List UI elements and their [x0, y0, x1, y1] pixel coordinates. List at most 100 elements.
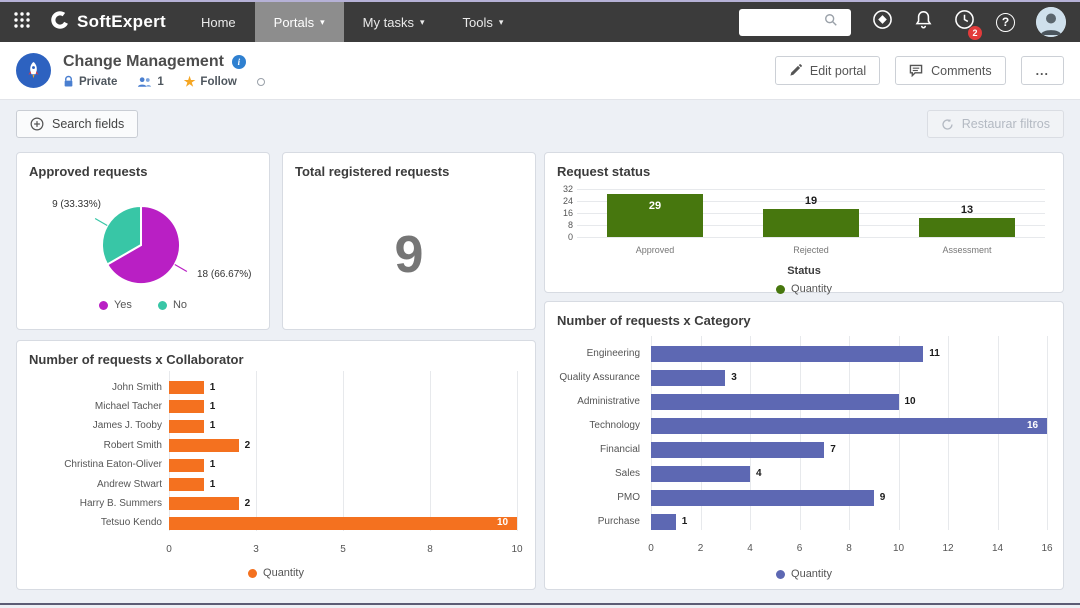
menu-label: Tools — [462, 14, 493, 30]
pie-callout-no: 9 (33.33%) — [52, 199, 101, 210]
pie-svg — [94, 204, 188, 285]
bar-3 — [651, 418, 1047, 434]
y-tick-label: 8 — [567, 220, 573, 230]
menu-item-portals[interactable]: Portals ▾ — [254, 2, 344, 42]
x-tick-label: 3 — [253, 544, 259, 555]
pending-tasks-button[interactable]: 2 — [954, 9, 982, 40]
search-fields-button[interactable]: Search fields — [16, 110, 139, 138]
restore-filters-label: Restaurar filtros — [961, 117, 1050, 131]
status-dot-icon — [256, 77, 265, 86]
x-tick-label: 0 — [648, 543, 654, 554]
x-tick-label: 6 — [796, 543, 803, 554]
legend-label: Quantity — [791, 568, 832, 580]
bar-7 — [169, 516, 517, 530]
bar-3 — [169, 439, 239, 453]
row-label-7: Purchase — [597, 516, 640, 527]
legend-item-yes[interactable]: Yes — [98, 299, 132, 311]
y-tick-label: 24 — [562, 196, 573, 206]
legend-label: Quantity — [791, 283, 832, 295]
notifications-button[interactable] — [914, 10, 933, 35]
bar-value-label: 2 — [244, 439, 251, 451]
y-tick-label: 16 — [562, 208, 573, 218]
window-edge-bottom — [0, 603, 1080, 605]
menu-item-home[interactable]: Home — [182, 2, 255, 42]
legend-item-quantity[interactable]: Quantity — [248, 567, 304, 579]
x-tick-label: 10 — [892, 543, 905, 554]
card-title: Number of requests x Collaborator — [29, 352, 244, 367]
legend-dot — [157, 300, 167, 310]
bar-1 — [651, 370, 726, 386]
collaborator-hbar-chart: 0 3 5 8 10 John Smith 1 Michael Tacher 1 James J.… — [17, 369, 535, 589]
row-label-6: PMO — [617, 492, 640, 503]
gridline — [577, 237, 1045, 238]
search-icon — [824, 13, 838, 32]
portal-title-block: Change Management i Private 1 ★ Follow — [63, 53, 265, 88]
global-search-box[interactable] — [739, 8, 851, 36]
menu-item-tools[interactable]: Tools ▾ — [443, 2, 522, 42]
x-tick-label: 10 — [511, 544, 523, 555]
pie-leader-line — [94, 217, 108, 227]
bar-value-label: 9 — [879, 492, 886, 503]
more-options-button[interactable]: ... — [1020, 56, 1064, 85]
legend-item-no[interactable]: No — [157, 299, 187, 311]
x-axis-title: Status — [787, 265, 821, 277]
search-input[interactable] — [746, 15, 824, 29]
bar-1 — [169, 400, 204, 414]
apps-grid-button[interactable] — [0, 2, 44, 42]
restore-filters-button[interactable]: Restaurar filtros — [926, 110, 1064, 138]
legend-item-quantity[interactable]: Quantity — [776, 283, 832, 295]
x-tick-label: 8 — [846, 543, 852, 554]
info-icon[interactable]: i — [231, 55, 246, 69]
bar-value-label: 4 — [756, 468, 762, 479]
softexpert-gear-icon — [50, 10, 70, 35]
card-title: Request status — [557, 164, 651, 179]
row-label-2: James J. Tooby — [92, 420, 162, 432]
bar-value-label: 11 — [929, 348, 940, 359]
header-actions: Edit portal Comments ... — [774, 56, 1064, 85]
bar-value-label: 16 — [1027, 420, 1039, 431]
edit-portal-label: Edit portal — [809, 63, 867, 78]
filters-toolbar: Search fields Restaurar filtros — [0, 100, 1080, 148]
privacy-label: Private — [79, 75, 118, 88]
user-avatar[interactable] — [1036, 7, 1066, 37]
main-menu: Home Portals ▾ My tasks ▾ Tools ▾ — [182, 2, 522, 42]
chart-legend: Quantity — [17, 567, 535, 579]
legend-label: Quantity — [263, 567, 304, 579]
chevron-down-icon: ▾ — [419, 17, 425, 27]
comments-button[interactable]: Comments — [895, 56, 1006, 85]
ellipsis-icon: ... — [1035, 63, 1049, 78]
category-hbar-chart: 0 2 4 6 8 10 12 14 16 Engineering 11 Quality Assura… — [545, 330, 1063, 589]
members-count-value: 1 — [157, 75, 164, 88]
request-status-bar-chart: 0 8 16 24 32 29 Approved 19 Rejected 13 Assessment… — [545, 181, 1063, 295]
gridline — [256, 371, 257, 532]
row-label-5: Andrew Stwart — [96, 478, 162, 490]
brand-logo[interactable]: SoftExpert — [44, 2, 182, 42]
star-icon: ★ — [183, 74, 196, 89]
card-requests-by-collaborator: Number of requests x Collaborator 0 3 5 8 10… — [16, 340, 536, 590]
legend-dot — [776, 284, 786, 294]
explore-button[interactable] — [872, 9, 893, 35]
menu-item-my-tasks[interactable]: My tasks ▾ — [344, 2, 444, 42]
bar-value-label: 2 — [244, 497, 251, 509]
chart-legend: Yes No — [17, 299, 269, 311]
comment-icon — [909, 64, 923, 77]
row-label-4: Financial — [599, 444, 640, 455]
row-label-3: Technology — [589, 420, 640, 431]
follow-toggle[interactable]: ★ Follow — [184, 75, 237, 88]
help-button[interactable]: ? — [996, 12, 1015, 32]
members-count[interactable]: 1 — [137, 75, 164, 88]
bar-0 — [169, 381, 204, 394]
portal-header: Change Management i Private 1 ★ Follow E… — [0, 42, 1080, 100]
legend-dot — [98, 300, 108, 310]
bar-value-label: 19 — [804, 194, 818, 207]
legend-item-quantity[interactable]: Quantity — [776, 568, 832, 580]
bar-value-label: 7 — [830, 444, 836, 455]
row-label-3: Robert Smith — [103, 439, 162, 451]
bar-value-label: 1 — [209, 381, 216, 393]
edit-portal-button[interactable]: Edit portal — [774, 56, 881, 85]
chevron-down-icon: ▾ — [320, 17, 325, 27]
row-label-0: John Smith — [111, 381, 162, 393]
x-tick-label: 0 — [166, 544, 172, 555]
pie-callout-yes: 18 (66.67%) — [197, 269, 252, 280]
notification-badge: 2 — [968, 26, 982, 40]
